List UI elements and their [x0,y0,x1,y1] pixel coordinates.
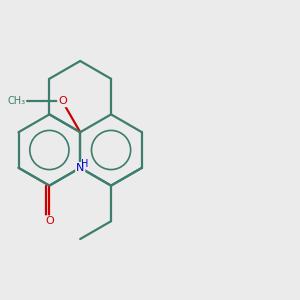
Text: O: O [58,96,67,106]
Text: O: O [45,216,54,226]
Text: N: N [76,163,84,173]
Text: H: H [80,159,88,169]
Text: CH₃: CH₃ [7,96,25,106]
